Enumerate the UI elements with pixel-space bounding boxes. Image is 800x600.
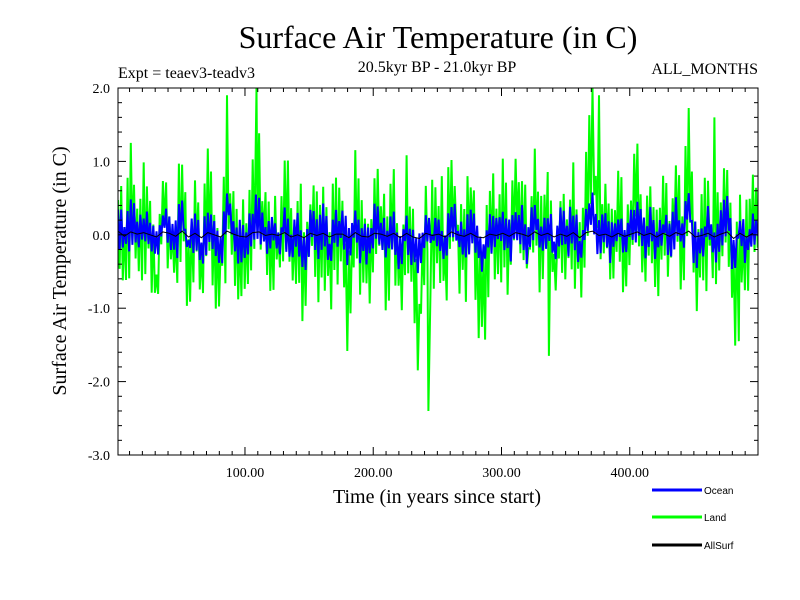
y-tick-label: -2.0 (88, 376, 110, 391)
series-line-ocean (118, 192, 758, 274)
y-tick-label: -3.0 (88, 449, 110, 464)
legend: Ocean Land AllSurf (652, 486, 734, 552)
plot-frame (117, 87, 759, 456)
x-axis-label: Time (in years since start) (333, 486, 541, 508)
axes: 100.00 200.00 300.00 400.00 2.0 1.0 0.0 -1.0 -2.… (88, 82, 759, 481)
y-tick-label: 1.0 (93, 155, 111, 170)
plot-area (118, 88, 758, 412)
legend-label-ocean: Ocean (704, 486, 733, 497)
x-tick-label: 100.00 (226, 466, 265, 481)
y-tick-label: -1.0 (88, 302, 110, 317)
y-tick-label: 2.0 (93, 82, 111, 97)
series-line-allsurf (118, 230, 754, 240)
chart-title: Surface Air Temperature (in C) (239, 19, 638, 55)
legend-label-allsurf: AllSurf (704, 541, 734, 552)
y-tick-label: 0.0 (93, 229, 111, 244)
y-axis-label: Surface Air Temperature (in C) (49, 146, 71, 395)
legend-label-land: Land (704, 513, 726, 524)
months-label: ALL_MONTHS (651, 61, 758, 78)
chart-subtitle: 20.5kyr BP - 21.0kyr BP (358, 59, 517, 76)
x-tick-label: 200.00 (354, 466, 393, 481)
x-tick-label: 400.00 (610, 466, 649, 481)
x-tick-label: 300.00 (482, 466, 521, 481)
series-line-land (118, 88, 758, 412)
experiment-label: Expt = teaev3-teadv3 (118, 65, 255, 82)
